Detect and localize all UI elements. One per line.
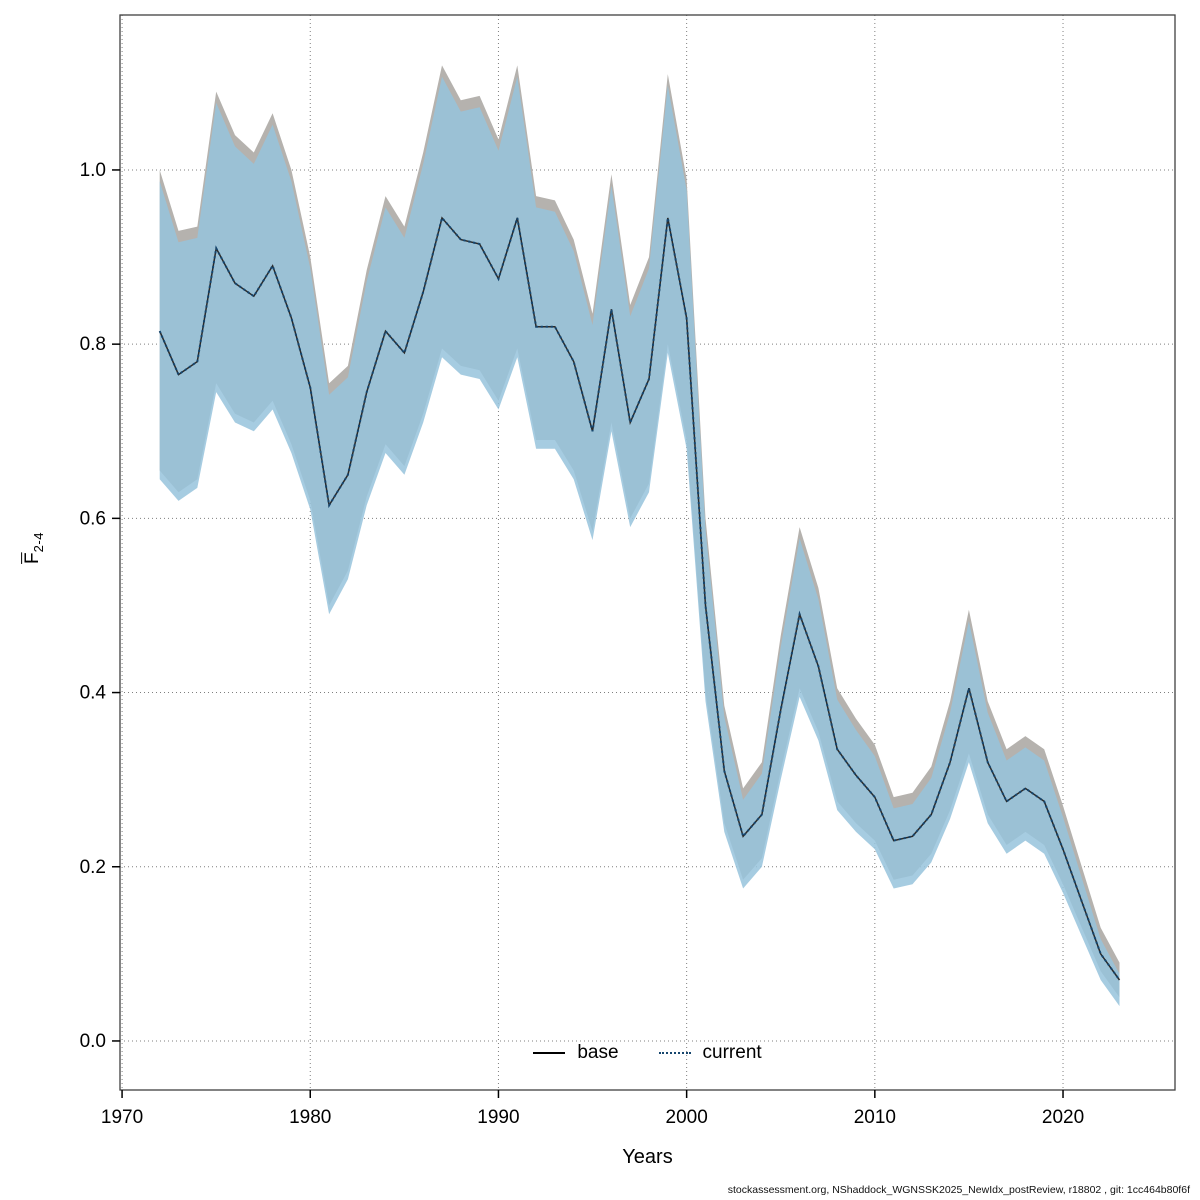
legend-item-base: base — [533, 1042, 619, 1064]
legend: base current — [120, 1042, 1175, 1064]
y-axis-label-main: F — [22, 552, 44, 564]
confidence-band-base — [159, 65, 1120, 998]
plot-border — [119, 14, 1176, 1091]
x-tick-label: 2010 — [854, 1107, 896, 1128]
y-tick-label: 0.2 — [80, 857, 106, 878]
x-tick-label: 1980 — [289, 1107, 331, 1128]
y-axis-label: F2-4 — [22, 532, 46, 564]
y-axis-label-sub: 2-4 — [30, 532, 46, 553]
legend-base-line-sample — [533, 1052, 566, 1054]
y-tick-label: 0.4 — [80, 683, 107, 704]
y-tick-label: 0.8 — [80, 334, 106, 355]
confidence-band-current — [159, 76, 1120, 1007]
legend-current-label: current — [702, 1042, 762, 1063]
x-tick-label: 2020 — [1042, 1107, 1084, 1128]
x-tick-label: 2000 — [666, 1107, 708, 1128]
x-tick-label: 1990 — [477, 1107, 519, 1128]
x-tick-label: 1970 — [101, 1107, 143, 1128]
legend-base-label: base — [577, 1042, 619, 1063]
mean-line-current — [158, 215, 1121, 981]
legend-current-line-sample — [658, 1052, 691, 1054]
y-tick-label: 0.6 — [80, 508, 106, 529]
footer-text: stockassessment.org, NShaddock_WGNSSK202… — [727, 1184, 1190, 1196]
y-tick-label: 0.0 — [80, 1031, 106, 1052]
legend-item-current: current — [658, 1042, 762, 1064]
x-axis-label: Years — [622, 1146, 673, 1168]
y-tick-label: 1.0 — [80, 160, 106, 181]
